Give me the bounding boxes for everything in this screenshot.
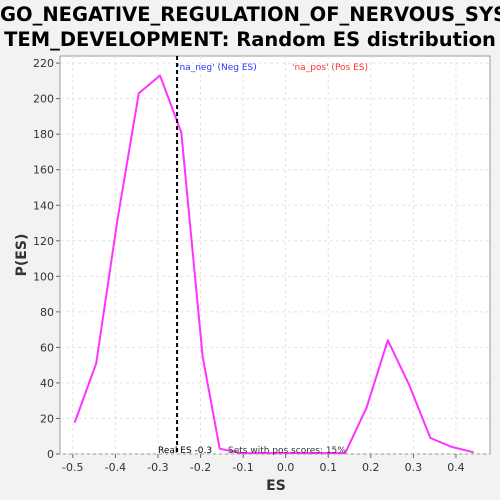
data-point (138, 92, 140, 94)
x-axis-label: ES (266, 478, 286, 494)
y-tick-label: 120 (33, 235, 54, 248)
y-tick-label: 180 (33, 128, 54, 141)
y-tick-label: 200 (33, 93, 54, 106)
x-tick-label: 0.0 (277, 461, 295, 474)
x-tick-label: 0.3 (405, 461, 423, 474)
real-es-label: Real ES -0.3 (158, 446, 212, 456)
y-tick-label: 20 (40, 412, 54, 425)
x-tick-label: -0.1 (232, 461, 253, 474)
pos-es-label: 'na_pos' (Pos ES) (292, 63, 368, 73)
x-tick-label: 0.2 (362, 461, 380, 474)
y-tick-label: 140 (33, 199, 54, 212)
y-tick-label: 220 (33, 57, 54, 70)
data-point (387, 339, 389, 341)
data-point (366, 407, 368, 409)
y-tick-label: 60 (40, 341, 54, 354)
x-tick-label: -0.3 (147, 461, 168, 474)
data-point (95, 362, 97, 364)
data-point (159, 75, 161, 77)
pos-scores-label: Sets with pos scores: 15% (228, 446, 346, 456)
plot-area (60, 56, 490, 454)
data-point (202, 355, 204, 357)
data-point (219, 448, 221, 450)
neg-es-label: 'na_neg' (Neg ES) (177, 63, 257, 73)
data-point (180, 132, 182, 134)
x-tick-label: 0.4 (447, 461, 465, 474)
x-tick-label: -0.4 (105, 461, 126, 474)
y-tick-label: 0 (47, 448, 54, 461)
y-tick-label: 80 (40, 306, 54, 319)
data-point (74, 421, 76, 423)
data-point (472, 451, 474, 453)
y-tick-label: 40 (40, 377, 54, 390)
data-point (117, 219, 119, 221)
y-tick-label: 160 (33, 164, 54, 177)
data-point (408, 384, 410, 386)
y-tick-label: 100 (33, 270, 54, 283)
x-tick-label: 0.1 (319, 461, 337, 474)
x-tick-label: -0.2 (190, 461, 211, 474)
y-axis-label: P(ES) (14, 234, 30, 277)
x-tick-label: -0.5 (62, 461, 83, 474)
data-point (429, 437, 431, 439)
data-point (451, 446, 453, 448)
